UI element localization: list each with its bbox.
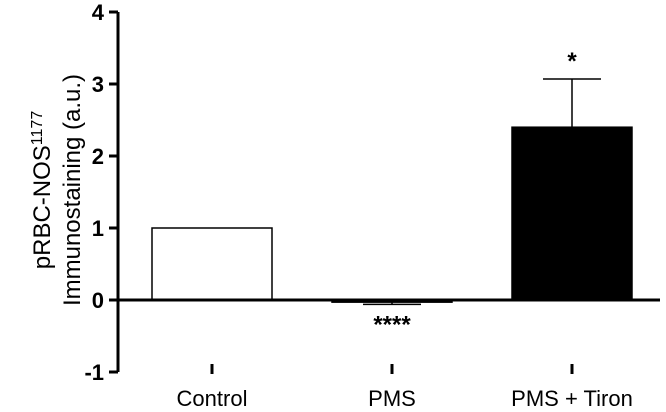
significance-label-1: **** xyxy=(373,311,411,338)
y-tick-label-0: -1 xyxy=(84,360,104,385)
x-category-label-0: Control xyxy=(177,386,248,411)
y-tick-label-1: 0 xyxy=(92,288,104,313)
y-axis-title-main: pRBC-NOS xyxy=(29,145,56,269)
y-tick-label-4: 3 xyxy=(92,72,104,97)
x-category-label-2: PMS + Tiron xyxy=(511,386,633,411)
bar-2 xyxy=(511,126,633,301)
significance-label-2: * xyxy=(567,48,577,75)
y-tick-label-2: 1 xyxy=(92,216,104,241)
y-axis-title: pRBC-NOS1177 Immunostaining (a.u.) xyxy=(29,74,87,306)
y-tick-label-3: 2 xyxy=(92,144,104,169)
y-tick-label-5: 4 xyxy=(92,0,105,25)
bar-0 xyxy=(151,227,273,301)
y-axis-title-line-1: pRBC-NOS1177 xyxy=(29,111,57,270)
x-category-label-1: PMS xyxy=(368,386,416,411)
y-axis-title-line-2: Immunostaining (a.u.) xyxy=(59,74,86,306)
y-axis-title-superscript: 1177 xyxy=(29,111,46,146)
